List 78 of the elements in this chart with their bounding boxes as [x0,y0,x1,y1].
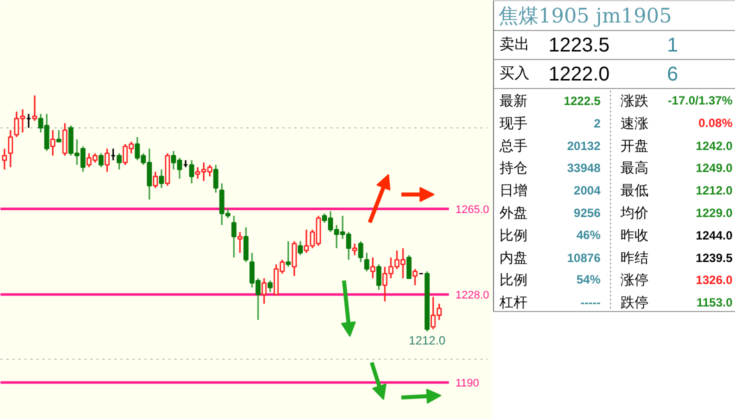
y-tick-label: 1190 [456,377,480,390]
text: 1326.0 [696,273,733,288]
text: 1249.0 [696,161,733,176]
candlestick [262,278,267,305]
candlestick [352,242,358,256]
candlestick [104,148,110,173]
candlestick [32,94,38,122]
text: 最新 [500,92,528,108]
candlestick [406,254,412,280]
text: 1 [666,34,678,56]
candlestick [376,264,382,291]
text: 比例 [500,226,528,243]
text: 0.08% [698,116,733,130]
candlestick [243,226,249,263]
text: 最低 [620,182,648,198]
text: 涨跌 [620,92,648,108]
text: 1239.5 [696,250,733,265]
candlestick [412,268,418,286]
candlestick [189,159,194,184]
candlestick [50,129,56,156]
text: 1229.0 [696,206,733,220]
text: 均价 [620,204,648,220]
text: 2004 [574,184,601,198]
text: 54% [576,272,601,287]
candlestick [98,152,104,168]
text: 卖出 [500,36,530,53]
text: 外盘 [500,204,528,220]
candlestick [213,164,218,194]
candlestick [292,240,297,277]
candlestick [364,252,370,272]
candlestick [231,215,236,258]
text: 日增 [500,182,528,198]
text: ----- [580,296,601,310]
candlestick [286,240,291,268]
text: 46% [576,228,601,242]
text: 6 [666,64,678,86]
text: 33948 [567,161,601,176]
y-tick-label: 1265.0 [456,204,490,216]
candlestick [152,171,158,189]
text: 1212.0 [696,184,733,198]
text: 1153.0 [696,296,733,310]
text: 2 [594,116,601,130]
annotation: 1212.0 [408,334,446,348]
text: 1244.0 [696,228,733,242]
text: 昨收 [620,226,648,243]
candlestick [158,168,164,189]
text: 内盘 [500,249,528,266]
text: 1222.5 [564,94,601,108]
candlestick [116,152,122,170]
text: 1242.0 [696,138,733,153]
text: 买入 [500,65,530,82]
text: 跌停 [620,294,648,310]
candlestick [370,256,376,280]
text: 现手 [500,114,528,131]
text: 20132 [567,138,601,153]
y-tick-label: 1228.0 [456,289,490,302]
candlestick [237,231,242,254]
text: 焦煤1905 jm1905 [498,4,672,28]
text: 总手 [498,137,528,154]
candlestick [268,280,273,293]
text: 9256 [574,206,601,220]
text: -17.0/1.37% [668,94,733,108]
candlestick [62,122,68,156]
candlestick [8,129,14,168]
candlestick [298,240,303,256]
text: 比例 [500,272,528,288]
candlestick [56,129,62,142]
text: 杠杆 [498,294,528,310]
text: 持仓 [500,160,528,176]
text: 速涨 [620,114,648,131]
text: 涨停 [620,272,648,288]
text: 10876 [567,250,601,265]
text: 开盘 [620,137,648,154]
candlestick [358,240,364,263]
text: 1223.5 [548,34,610,56]
text: 昨结 [620,249,648,266]
text: 1222.0 [548,64,610,86]
text: 最高 [620,160,648,176]
